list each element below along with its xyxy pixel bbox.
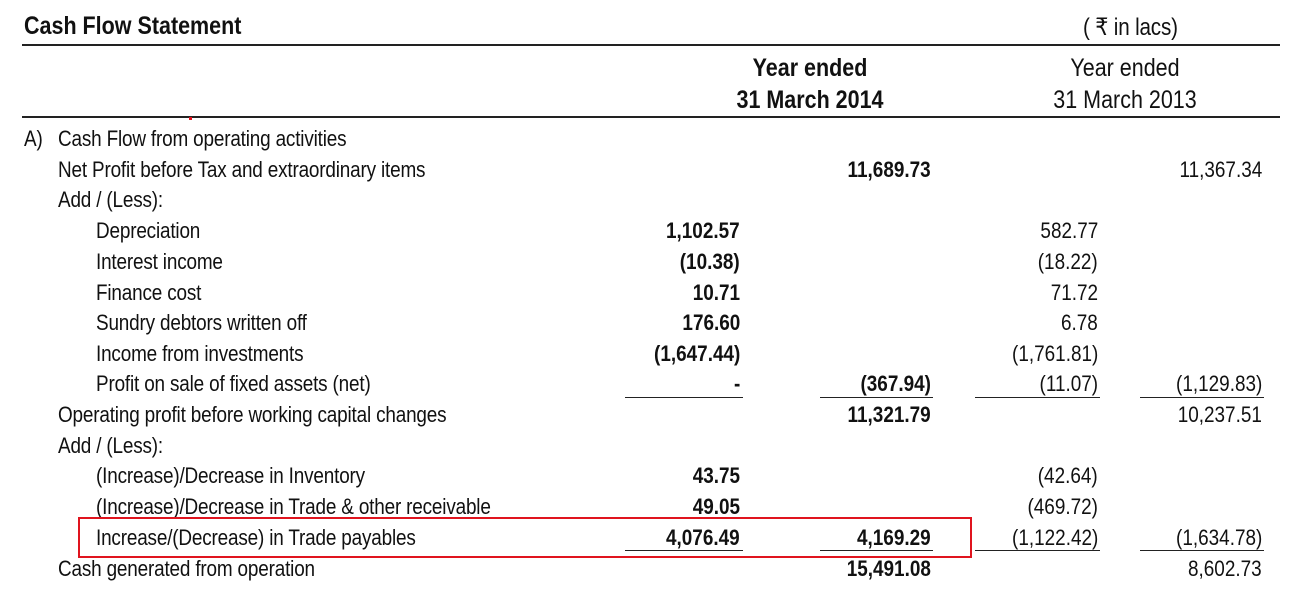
c1-interest-income: (10.38) (680, 249, 740, 274)
row-label-trade-payables: Increase/(Decrease) in Trade payables (96, 525, 416, 550)
c3-profit-sale-assets: (11.07) (1039, 371, 1098, 396)
header-top-rule (22, 44, 1280, 46)
col-2014-heading-line1: Year ended (752, 54, 868, 82)
col-2013-heading-line2: 31 March 2013 (1053, 86, 1197, 114)
row-label-inventory: (Increase)/Decrease in Inventory (96, 463, 365, 488)
c3-finance-cost: 71.72 (1050, 280, 1098, 305)
section-marker: A) (24, 126, 43, 151)
c1-trade-payables: 4,076.49 (666, 525, 740, 550)
c3-subtotal-line-1 (975, 397, 1100, 398)
c1-trade-receivable: 49.05 (692, 494, 740, 519)
c1-subtotal-line-2 (625, 550, 743, 551)
c3-trade-receivable: (469.72) (1027, 494, 1098, 519)
row-label-net-profit: Net Profit before Tax and extraordinary … (58, 157, 426, 182)
c2-trade-payables: 4,169.29 (857, 525, 931, 550)
c4-net-profit: 11,367.34 (1179, 157, 1262, 182)
row-label-trade-receivable: (Increase)/Decrease in Trade & other rec… (96, 494, 491, 519)
row-label-add-less-1: Add / (Less): (58, 187, 164, 212)
c2-net-profit: 11,689.73 (847, 157, 931, 182)
red-dot-mark (189, 117, 192, 120)
c3-trade-payables: (1,122.42) (1011, 525, 1098, 550)
section-title: Cash Flow from operating activities (58, 126, 347, 151)
header-bottom-rule (22, 116, 1280, 118)
row-label-add-less-2: Add / (Less): (58, 433, 164, 458)
col-2014-heading-line2: 31 March 2014 (736, 86, 884, 114)
c3-inventory: (42.64) (1038, 463, 1098, 488)
currency-unit: ( ₹ in lacs) (1083, 14, 1178, 41)
c1-depreciation: 1,102.57 (666, 218, 740, 243)
row-label-interest-income: Interest income (96, 249, 223, 274)
c1-inventory: 43.75 (692, 463, 740, 488)
col-2013-heading-line1: Year ended (1070, 54, 1180, 82)
c3-income-investments: (1,761.81) (1011, 341, 1098, 366)
row-label-finance-cost: Finance cost (96, 280, 202, 305)
row-label-depreciation: Depreciation (96, 218, 201, 243)
c4-cash-generated: 8,602.73 (1188, 556, 1262, 581)
c1-sundry-debtors: 176.60 (682, 310, 740, 335)
row-label-cash-generated: Cash generated from operation (58, 556, 315, 581)
c2-subtotal-line-1 (820, 397, 933, 398)
c4-profit-sale-assets: (1,129.83) (1175, 371, 1262, 396)
c3-depreciation: 582.77 (1040, 218, 1098, 243)
c4-subtotal-line-1 (1140, 397, 1264, 398)
c3-interest-income: (18.22) (1038, 249, 1098, 274)
c1-profit-sale-assets: - (733, 371, 740, 396)
c2-subtotal-line-2 (820, 550, 933, 551)
c1-income-investments: (1,647.44) (653, 341, 740, 366)
row-label-profit-sale-assets: Profit on sale of fixed assets (net) (96, 371, 371, 396)
statement-title: Cash Flow Statement (24, 12, 242, 40)
c3-subtotal-line-2 (975, 550, 1100, 551)
c1-subtotal-line-1 (625, 397, 743, 398)
c4-operating-profit: 10,237.51 (1177, 402, 1262, 427)
c2-cash-generated: 15,491.08 (846, 556, 931, 581)
c4-trade-payables: (1,634.78) (1175, 525, 1262, 550)
highlight-box (78, 517, 972, 558)
row-label-income-investments: Income from investments (96, 341, 304, 366)
c4-subtotal-line-2 (1140, 550, 1264, 551)
row-label-sundry-debtors: Sundry debtors written off (96, 310, 307, 335)
c2-profit-sale-assets: (367.94) (860, 371, 931, 396)
c2-operating-profit: 11,321.79 (847, 402, 931, 427)
row-label-operating-profit: Operating profit before working capital … (58, 402, 447, 427)
c3-sundry-debtors: 6.78 (1061, 310, 1098, 335)
c1-finance-cost: 10.71 (692, 280, 740, 305)
